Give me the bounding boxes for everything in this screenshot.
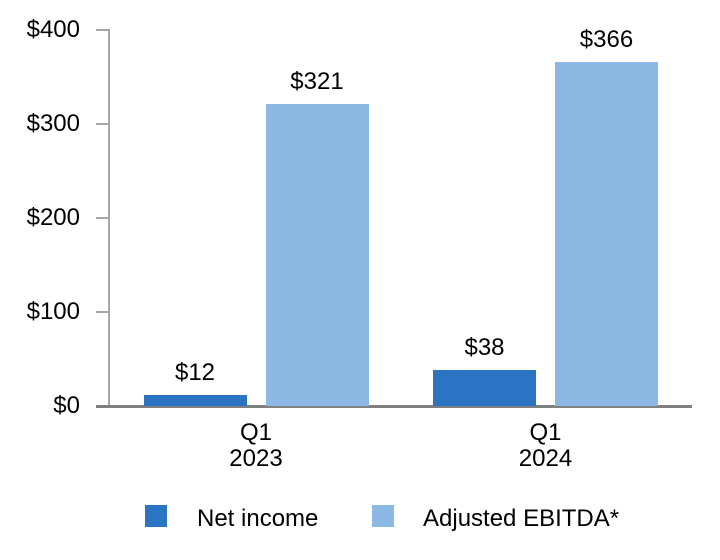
legend-label: Net income [197,505,319,532]
y-axis-tick-label: $0 [53,392,80,419]
x-axis-label-line1: Q1 [529,419,562,446]
y-axis-line [108,29,110,406]
x-axis-line [96,405,692,408]
bar-value-label: $38 [464,334,505,362]
legend-swatch-net-income [145,505,167,527]
bar-value-label: $12 [174,358,216,386]
legend-label: Adjusted EBITDA* [423,505,620,532]
y-axis-tick-label: $400 [26,16,80,43]
y-axis-tick-label: $300 [26,110,80,137]
bar-net-income [143,394,247,406]
bar-adjusted-ebitda [555,61,658,406]
legend-swatch-adjusted-ebitda [372,505,394,527]
y-axis-tick-label: $200 [26,204,80,231]
x-axis-label-line1: Q1 [239,419,272,446]
bar-adjusted-ebitda [265,104,369,406]
x-axis-label-line2: 2023 [229,445,283,472]
y-axis-tick-mark [96,29,108,31]
y-axis-tick-mark [96,217,108,219]
y-axis-tick-mark [96,311,108,313]
y-axis-tick-mark [96,123,108,125]
bar-value-label: $321 [290,68,344,96]
x-axis-label-line2: 2024 [518,445,573,472]
x-axis-category-label: Q1 2023 [186,420,326,472]
x-axis-category-label: Q1 2024 [476,420,616,472]
bar-net-income [433,370,536,406]
bar-value-label: $366 [579,25,634,53]
y-axis-tick-label: $100 [26,298,80,325]
